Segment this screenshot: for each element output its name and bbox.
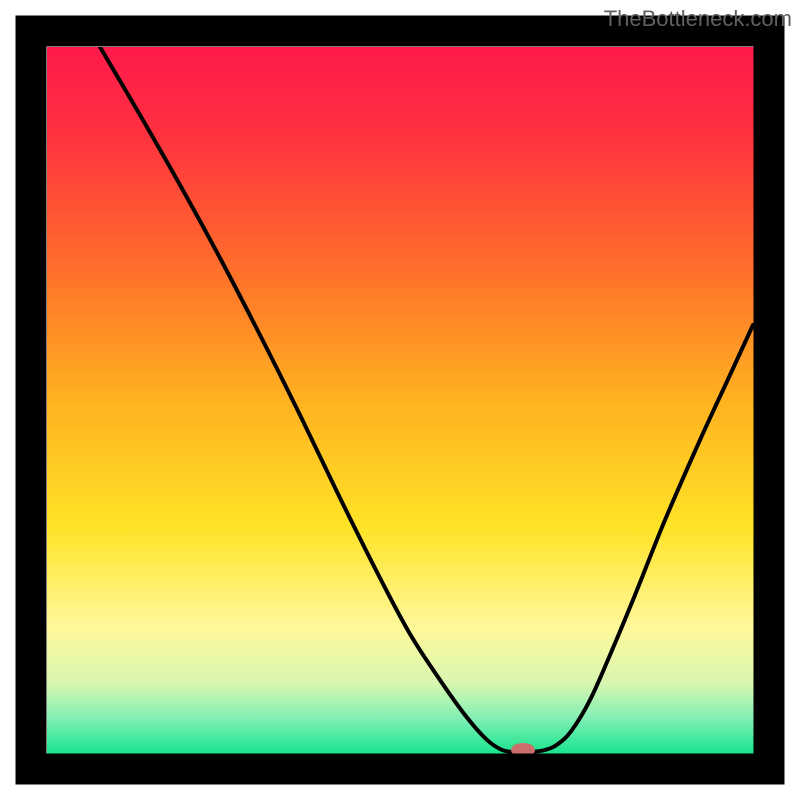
watermark-text: TheBottleneck.com <box>604 6 792 32</box>
gradient-background <box>47 47 754 754</box>
bottleneck-chart: TheBottleneck.com <box>0 0 800 800</box>
chart-svg <box>0 0 800 800</box>
